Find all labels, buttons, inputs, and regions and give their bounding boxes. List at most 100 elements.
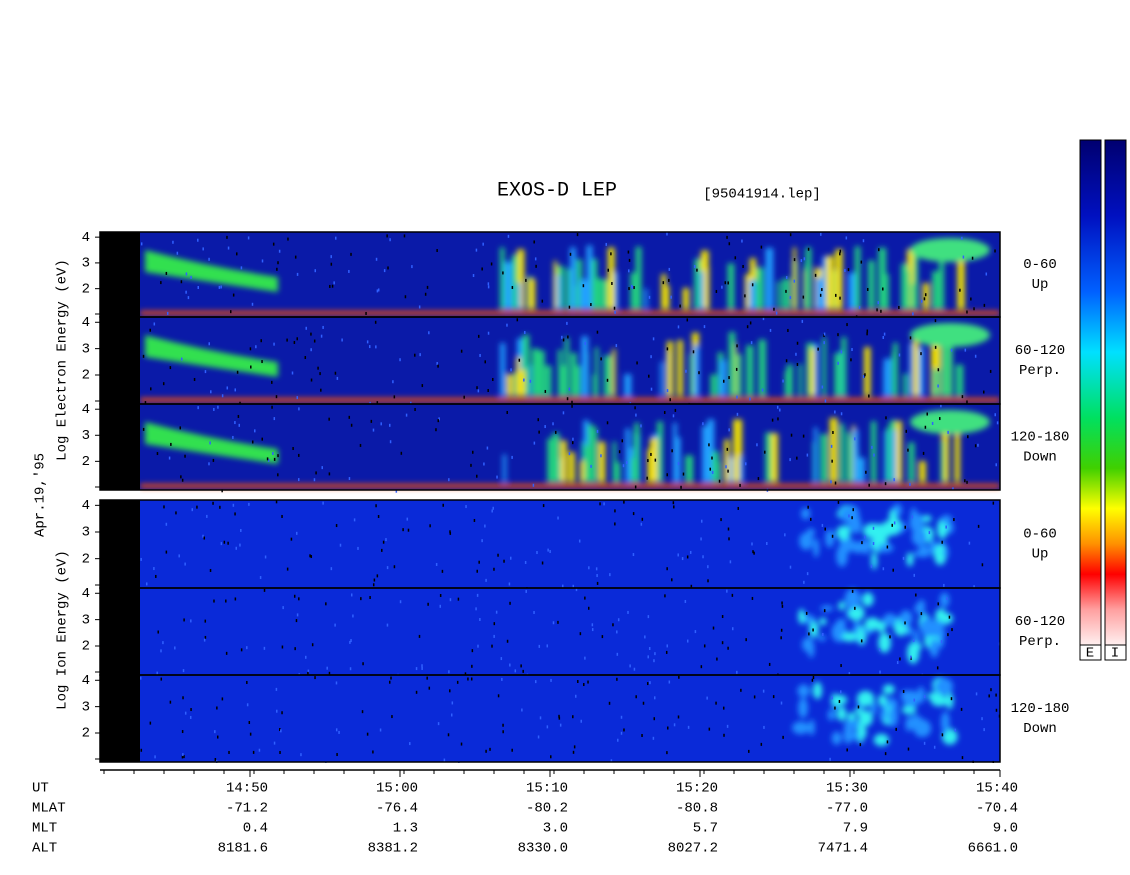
row-value: -71.2 [226, 801, 268, 817]
row-value: 15:10 [526, 781, 568, 797]
y-tick-label: 4 [82, 315, 90, 331]
noise [616, 652, 619, 656]
electron-spike [941, 422, 949, 482]
noise [157, 630, 159, 634]
noise [406, 517, 409, 521]
noise [320, 334, 323, 338]
noise [506, 410, 508, 414]
noise [735, 367, 738, 371]
no-data [100, 588, 140, 675]
electron-spike [870, 421, 877, 482]
noise [884, 752, 887, 756]
pitch-direction: Down [1023, 450, 1057, 466]
electron-spike [846, 431, 851, 482]
noise [964, 348, 967, 352]
noise [947, 633, 949, 637]
noise [232, 503, 235, 507]
pitch-range: 60-120 [1015, 343, 1065, 359]
electron-spike [746, 345, 754, 396]
noise [609, 573, 611, 577]
noise [941, 733, 944, 737]
electron-spike [528, 278, 536, 309]
electron-spike [595, 278, 603, 309]
ion-blob [798, 697, 808, 719]
electron-spike [566, 268, 573, 309]
y-tick-label: 4 [82, 586, 90, 602]
noise [613, 306, 616, 310]
electron-spike [940, 440, 944, 482]
noise [240, 266, 243, 270]
noise [806, 453, 809, 457]
electron-spike [607, 247, 615, 309]
noise [635, 413, 637, 417]
electron-spike [906, 248, 915, 309]
electron-spike [666, 341, 674, 396]
noise [310, 348, 312, 352]
electron-spike [707, 419, 715, 482]
electron-spike [829, 417, 838, 482]
noise [810, 517, 812, 521]
noise [180, 357, 183, 361]
noise [183, 755, 185, 759]
electron-spike [885, 274, 889, 309]
panel-frame [99, 674, 1001, 763]
electron-spike [883, 366, 887, 396]
electron-spike [948, 337, 953, 396]
noise [839, 249, 842, 253]
noise [834, 410, 836, 414]
noise [584, 341, 586, 345]
noise [618, 450, 621, 454]
noise [575, 588, 578, 592]
noise [348, 477, 351, 481]
noise [983, 728, 985, 732]
noise [439, 604, 442, 608]
ion-blob [851, 540, 865, 554]
noise [769, 328, 772, 332]
noise [277, 473, 279, 477]
y-tick-label: 2 [82, 551, 90, 567]
ion-blob [836, 525, 851, 541]
noise [546, 725, 549, 729]
electron-spike [634, 422, 640, 482]
noise [851, 589, 854, 593]
noise [449, 531, 452, 535]
noise [197, 238, 199, 242]
noise [276, 709, 278, 713]
noise [632, 512, 635, 516]
electron-spike [917, 347, 924, 396]
noise [411, 265, 413, 269]
noise [389, 440, 392, 444]
noise [534, 257, 537, 261]
noise [904, 525, 906, 529]
row-name: ALT [32, 841, 57, 857]
row-value: 1.3 [393, 821, 418, 837]
noise [435, 562, 438, 566]
noise [924, 425, 927, 429]
noise [187, 296, 190, 300]
noise [415, 690, 418, 694]
noise [686, 555, 689, 559]
noise [160, 281, 162, 285]
noise [611, 281, 613, 285]
noise [350, 423, 353, 427]
electron-band [145, 335, 278, 377]
noise [511, 455, 513, 459]
noise [326, 666, 328, 670]
electron-spike [553, 260, 557, 309]
noise [974, 354, 977, 358]
low-energy-band [140, 398, 1000, 402]
noise [893, 478, 895, 482]
noise [263, 588, 266, 592]
noise [479, 618, 481, 622]
noise [483, 462, 485, 466]
noise [286, 338, 288, 342]
noise [172, 240, 174, 244]
noise [322, 325, 324, 329]
electron-spike [517, 338, 525, 396]
noise [837, 361, 839, 365]
noise [708, 443, 710, 447]
ion-blob [887, 516, 901, 536]
noise [484, 524, 486, 528]
noise [278, 249, 281, 253]
noise [898, 305, 900, 309]
